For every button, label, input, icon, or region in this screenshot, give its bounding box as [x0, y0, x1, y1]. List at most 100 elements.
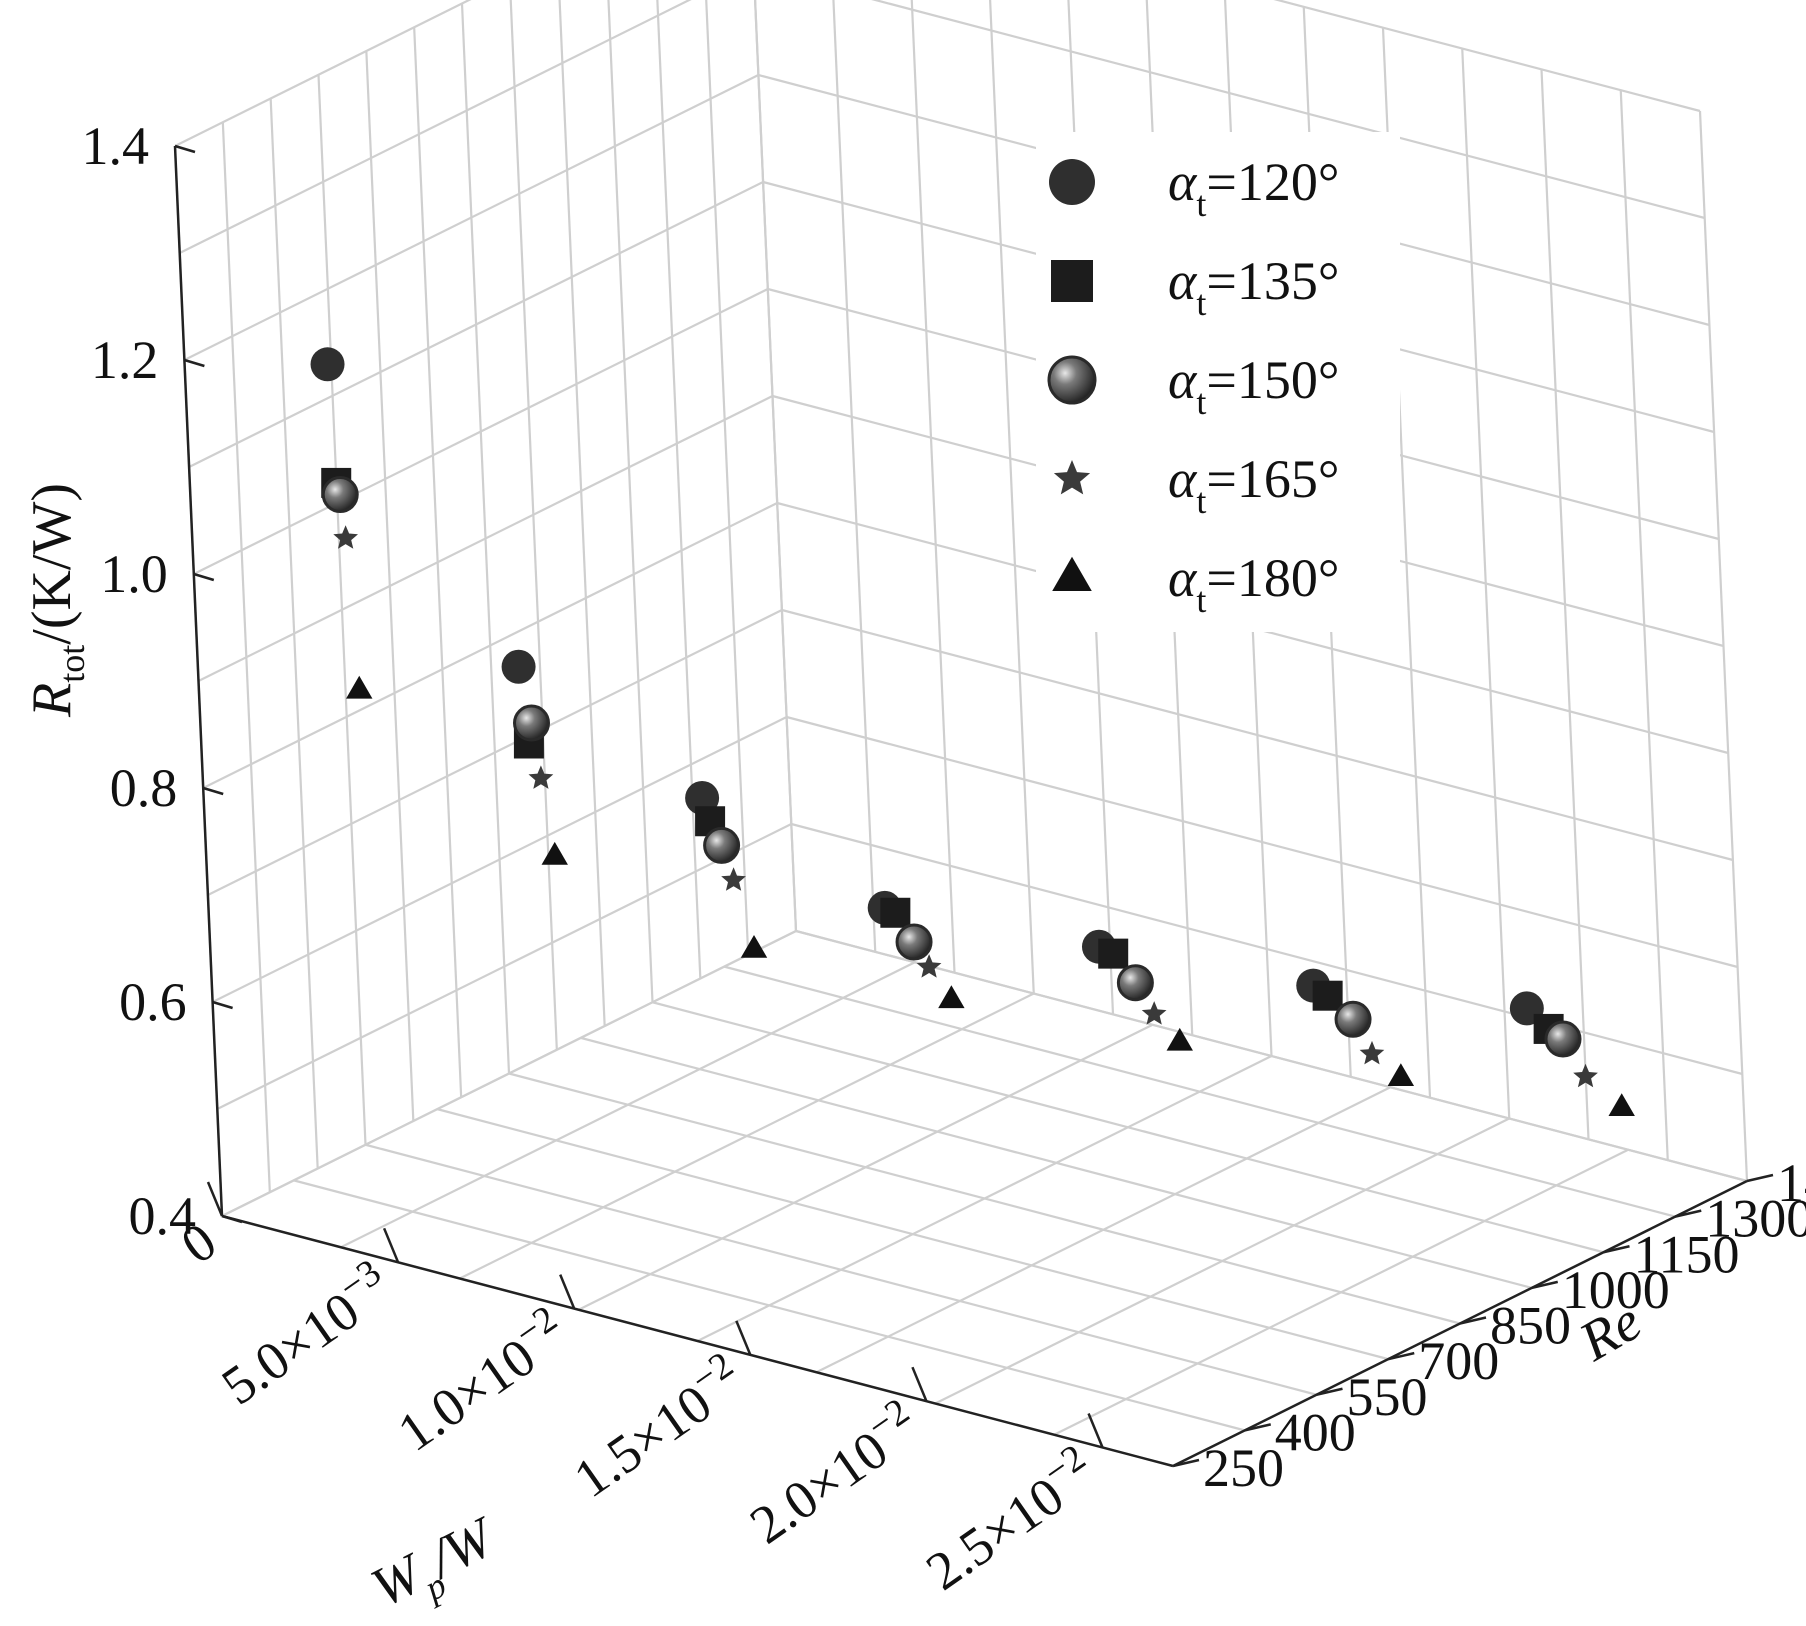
y-tick-label: 700 — [1418, 1331, 1499, 1391]
x-tick-label-text: 2.0×10−2 — [735, 1390, 931, 1555]
grid-line-floor — [934, 1117, 1510, 1405]
y-tick-label: 1000 — [1562, 1260, 1670, 1320]
x-axis-tick — [559, 1274, 576, 1310]
y-axis-tick — [1603, 1245, 1630, 1254]
legend-label: αt=135° — [1168, 251, 1339, 323]
data-point-star — [1141, 1001, 1167, 1025]
z-tick-label: 1.4 — [82, 116, 150, 176]
data-point-star — [721, 867, 746, 891]
data-point-square — [1312, 980, 1343, 1011]
y-axis-tick — [1531, 1280, 1559, 1290]
data-point-star — [1573, 1063, 1598, 1088]
data-point-sphere — [1116, 964, 1154, 1002]
grid-line-back-vertical — [989, 0, 1035, 994]
grid-line-floor — [815, 1086, 1391, 1374]
grid-line-left-vertical — [509, 0, 558, 1050]
x-axis-title-text: Wp/W — [362, 1505, 512, 1626]
z-tick-label: 1.0 — [100, 544, 168, 604]
grid-line-left-horizontal — [207, 609, 783, 896]
z-axis-tick — [212, 1000, 233, 1010]
grid-line-left-horizontal — [179, 0, 692, 254]
grid-line-left-horizontal — [174, 0, 472, 147]
z-axis-tick — [202, 786, 224, 796]
y-tick-label: 250 — [1203, 1438, 1284, 1498]
y-tick-label: 1300 — [1705, 1189, 1806, 1249]
x-tick-label-text: 1.5×10−2 — [559, 1344, 755, 1509]
grid-line-floor — [580, 1036, 1533, 1289]
data-point-triangle — [541, 841, 568, 865]
y-axis-tick — [1459, 1316, 1487, 1325]
data-point-triangle — [740, 935, 768, 958]
x-axis-tick — [382, 1227, 400, 1263]
x-tick-label-text: 1.0×10−2 — [383, 1298, 579, 1463]
grid-line-floor — [795, 929, 1748, 1183]
data-point-sphere — [1334, 1000, 1372, 1038]
x-axis-tick — [911, 1366, 928, 1402]
legend: αt=120° αt=135° αt=150° αt=165° αt=180° — [1036, 132, 1400, 632]
x-axis-tick — [1087, 1413, 1104, 1448]
data-point-sphere — [321, 476, 359, 514]
data-point-sphere — [895, 923, 933, 961]
x-axis-tick — [735, 1320, 752, 1356]
data-point-triangle — [346, 675, 373, 699]
grid-line-back-horizontal — [786, 715, 1738, 969]
legend-marker-square — [1051, 260, 1093, 302]
legend-marker-sphere — [1047, 355, 1097, 405]
y-axis-tick — [1244, 1423, 1272, 1432]
z-axis-line — [173, 145, 224, 1217]
z-tick-label: 0.4 — [129, 1186, 197, 1246]
x-tick-label: 1.0×10−2 — [383, 1298, 579, 1463]
data-point-sphere — [703, 826, 741, 864]
grid-line-floor — [723, 965, 1676, 1218]
data-point-sphere — [1544, 1020, 1582, 1058]
data-point-triangle — [938, 985, 965, 1009]
x-tick-label-exponent: −2 — [860, 1390, 917, 1448]
y-axis-tick — [1387, 1351, 1415, 1361]
x-tick-label-text: 5.0×10−3 — [207, 1251, 403, 1416]
data-point-square — [880, 897, 911, 928]
data-point-triangle — [1387, 1063, 1415, 1087]
data-point-triangle — [1608, 1093, 1635, 1117]
x-tick-label-exponent: −2 — [1036, 1436, 1093, 1494]
x-axis-tick — [206, 1181, 224, 1217]
x-tick-label: 2.0×10−2 — [735, 1390, 931, 1555]
grid-line-floor — [508, 1072, 1461, 1325]
data-point-star — [1359, 1040, 1385, 1065]
x-tick-label-text: 2.5×10−2 — [911, 1436, 1107, 1601]
z-axis-tick — [221, 1214, 243, 1224]
grid-line-back-vertical — [832, 0, 877, 952]
grid-line-back-horizontal — [781, 608, 1734, 862]
z-axis-tick — [174, 144, 196, 154]
legend-label: αt=120° — [1168, 152, 1339, 224]
x-tick-label: 1.5×10−2 — [559, 1344, 755, 1509]
grid-line-floor — [652, 1001, 1604, 1254]
z-tick-label: 1.2 — [91, 330, 159, 390]
grid-line-back-horizontal — [1273, 0, 1701, 113]
y-axis-tick — [1172, 1458, 1200, 1468]
y-axis-tick — [1674, 1209, 1702, 1218]
legend-label: αt=165° — [1168, 449, 1339, 521]
data-point-sphere — [512, 704, 550, 742]
legend-marker-star — [1053, 460, 1091, 495]
data-point-square — [1098, 938, 1129, 969]
points-layer — [310, 347, 1635, 1117]
grid-line-back-vertical — [910, 0, 956, 973]
x-tick-label: 2.5×10−2 — [911, 1436, 1107, 1601]
grid-line-back-horizontal — [791, 822, 1743, 1076]
grid-line-left-horizontal — [212, 716, 788, 1003]
data-point-circle — [501, 649, 536, 684]
y-axis-tick — [1316, 1387, 1343, 1396]
grid-line-left-horizontal — [188, 181, 764, 468]
z-tick-label: 0.6 — [119, 972, 187, 1032]
grid-line-left-horizontal — [198, 395, 773, 682]
data-point-star — [333, 525, 358, 549]
legend-label: αt=150° — [1168, 350, 1339, 422]
z-axis-title-text: Rtot/(K/W) — [21, 483, 92, 718]
grid-layer — [173, 0, 1749, 1468]
grid-line-left-horizontal — [216, 823, 792, 1110]
grid-line-left-vertical — [607, 0, 654, 1003]
x-tick-label-exponent: −3 — [331, 1251, 388, 1309]
y-tick-label: 400 — [1275, 1402, 1356, 1462]
